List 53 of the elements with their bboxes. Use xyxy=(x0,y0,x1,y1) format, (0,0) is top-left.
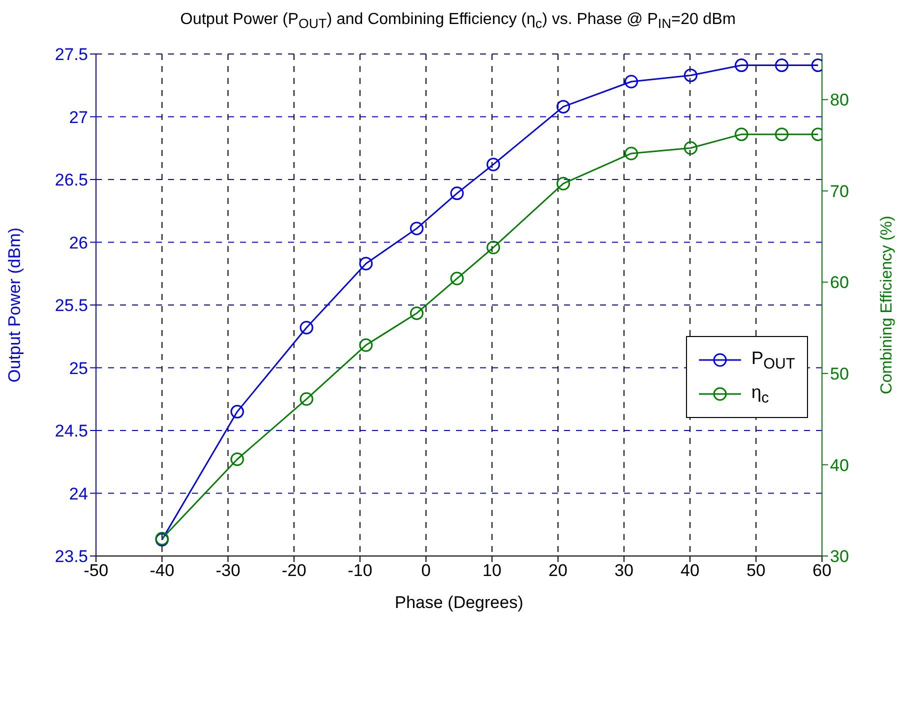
x-tick-label: -20 xyxy=(282,561,306,580)
point xyxy=(624,146,638,160)
y2-tick-label: 50 xyxy=(830,364,849,384)
y2-tick-label: 30 xyxy=(830,547,849,566)
point xyxy=(734,128,748,142)
point xyxy=(624,74,638,88)
y-tick-label: 26 xyxy=(69,233,88,252)
x-tick-label: -10 xyxy=(348,561,372,580)
x-tick-label: 40 xyxy=(680,561,700,580)
point xyxy=(486,240,500,254)
point xyxy=(410,306,424,320)
y-tick-label: 27 xyxy=(69,108,88,127)
point xyxy=(684,68,698,82)
point xyxy=(450,272,464,286)
point xyxy=(300,392,314,406)
y-tick-label: 24 xyxy=(69,484,88,504)
point xyxy=(359,338,373,352)
legend-label: η$_{c}$ xyxy=(751,382,769,406)
y2-axis-title: Combining Efficiency (%) xyxy=(878,216,896,394)
point xyxy=(300,320,314,334)
y2-tick-label: 70 xyxy=(830,182,849,201)
legend-label: P$_{OUT}$ xyxy=(751,348,795,372)
point xyxy=(230,404,244,418)
y2-tick-label: 80 xyxy=(830,90,849,110)
y-tick-label: 25 xyxy=(69,358,88,378)
point xyxy=(410,222,424,236)
y-tick-label: 25.5 xyxy=(54,296,88,316)
point xyxy=(774,58,788,72)
y-tick-label: 27.5 xyxy=(54,45,88,64)
y-axis-title: Output Power (dBm) xyxy=(5,228,24,382)
point xyxy=(556,176,570,190)
point xyxy=(734,58,748,72)
y2-tick-label: 60 xyxy=(830,273,849,292)
x-tick-label: -40 xyxy=(150,561,174,580)
x-tick-label: 10 xyxy=(482,561,502,580)
x-tick-label: 60 xyxy=(812,561,832,580)
point xyxy=(450,186,464,200)
x-tick-label: 30 xyxy=(614,561,634,580)
x-tick-label: 50 xyxy=(746,561,766,580)
point xyxy=(486,158,500,172)
chart-title: Output Power (P$_{OUT}$) and Combining Efficiency (η$_{c}$) vs. Phase @ P$_{IN}$=20 dBm xyxy=(179,10,737,34)
x-tick-label: -30 xyxy=(216,561,240,580)
point xyxy=(774,128,788,142)
y-tick-label: 24.5 xyxy=(54,422,88,441)
point xyxy=(359,256,373,270)
x-tick-label: 20 xyxy=(548,561,568,580)
point xyxy=(230,452,244,466)
y-tick-label: 26.5 xyxy=(54,170,88,190)
y2-tick-label: 40 xyxy=(830,456,849,475)
point xyxy=(556,100,570,114)
point xyxy=(684,141,698,155)
x-axis-title: Phase (Degrees) xyxy=(394,593,524,612)
x-tick-label: 0 xyxy=(421,561,431,580)
